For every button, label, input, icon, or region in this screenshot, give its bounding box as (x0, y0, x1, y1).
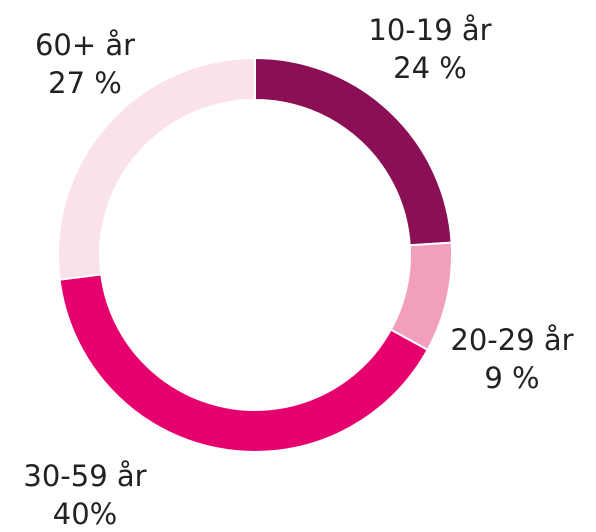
value-label: 9 % (484, 361, 539, 395)
category-label: 30-59 år (23, 459, 146, 493)
category-label: 20-29 år (450, 323, 573, 357)
category-label: 60+ år (35, 28, 135, 62)
donut-segment (57, 56, 256, 281)
value-label: 40% (53, 497, 117, 531)
donut-segment (254, 56, 453, 247)
value-label: 24 % (393, 51, 467, 85)
category-label: 10-19 år (368, 13, 491, 47)
value-label: 27 % (48, 66, 122, 100)
donut-segment (58, 273, 429, 453)
